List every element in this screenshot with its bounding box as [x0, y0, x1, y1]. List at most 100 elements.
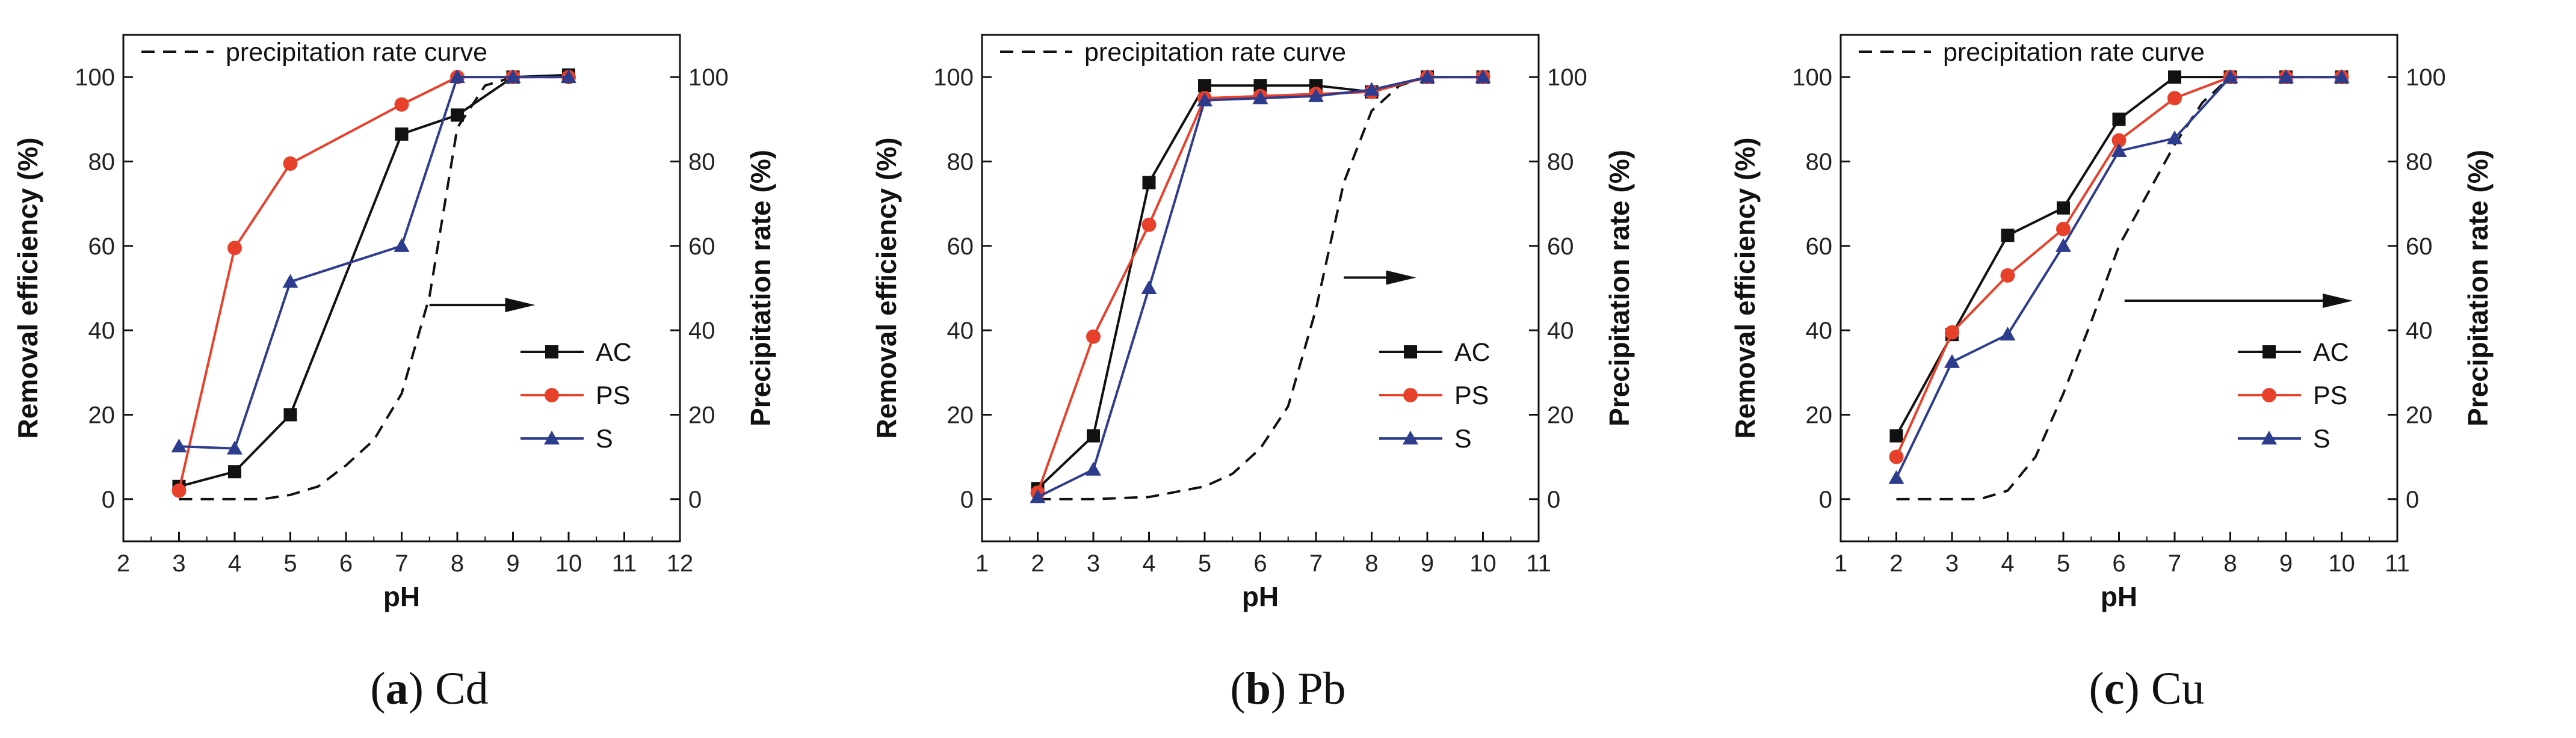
caption-b-letter: b — [1245, 663, 1271, 714]
p3-y2-tick-label-5: 100 — [2406, 64, 2446, 91]
p3-series-s-point-4 — [2111, 143, 2127, 157]
p3-y2-axis-title: Precipitation rate (%) — [2462, 150, 2494, 426]
p1-x-tick-label-0: 2 — [117, 550, 130, 577]
p2-series-s-point-7 — [1419, 69, 1435, 84]
p1-legend-ac-marker — [545, 345, 558, 358]
p3-legend-s-marker — [2261, 431, 2277, 444]
p1-series-ps-point-3 — [394, 97, 409, 112]
p1-precipitation-rate-curve — [179, 76, 569, 500]
p1-y2-tick-label-5: 100 — [688, 64, 729, 91]
p1-x-tick-label-4: 6 — [339, 550, 353, 577]
p2-series-s-point-2 — [1141, 280, 1157, 294]
caption-c-text: Cu — [2151, 663, 2205, 714]
p2-y-tick-label-2: 40 — [947, 318, 974, 344]
p1-y-tick-label-5: 100 — [75, 64, 115, 91]
p3-series-ac-point-2 — [2001, 229, 2015, 242]
p2-arrow-head — [1386, 270, 1416, 285]
caption-a-text: Cd — [434, 663, 489, 714]
p2-x-tick-label-5: 6 — [1253, 550, 1267, 577]
p1-series-ps-point-2 — [283, 156, 298, 171]
p1-legend-ps-marker — [545, 388, 559, 402]
p2-x-tick-label-2: 3 — [1087, 550, 1100, 577]
p2-legend-s-label: S — [1454, 425, 1472, 454]
p3-series-s-point-5 — [2167, 130, 2182, 144]
p1-series-ac-point-2 — [283, 408, 297, 422]
p3-series-ac-point-4 — [2112, 112, 2126, 126]
panel-a-cd: 2 3 4 5 6 7 8 9 10 11 12 0 20 40 60 80 100 0 20 40 60 80 100 pH… — [0, 0, 859, 738]
p2-y2-tick-label-0: 0 — [1547, 487, 1560, 513]
p1-series-s-line — [179, 76, 569, 450]
p2-series-s-point-8 — [1475, 69, 1491, 84]
p2-series-s-point-1 — [1086, 461, 1101, 476]
p3-series-s-point-1 — [1944, 354, 1960, 368]
p3-series-ac-point-5 — [2168, 70, 2181, 84]
p3-y-tick-label-0: 0 — [1819, 487, 1832, 513]
p2-x-tick-label-0: 1 — [975, 550, 989, 577]
p3-legend-s-label: S — [2313, 425, 2330, 454]
p3-series-ac-line — [1895, 76, 2342, 437]
p3-y-tick-label-3: 60 — [1806, 233, 1833, 260]
p3-x-axis-title: pH — [2101, 581, 2137, 612]
p3-x-tick-label-1: 2 — [1889, 550, 1903, 577]
p3-x-tick-label-10: 11 — [2385, 550, 2410, 577]
p1-y2-tick-label-2: 40 — [688, 318, 715, 344]
p2-y2-tick-label-4: 80 — [1547, 149, 1574, 176]
p1-legend-s-label: S — [596, 425, 613, 454]
p2-x-tick-label-3: 4 — [1142, 550, 1155, 577]
p2-y-axis-title: Removal efficiency (%) — [871, 137, 902, 438]
p3-y2-tick-label-3: 60 — [2406, 233, 2433, 260]
p1-series-ac-line — [178, 73, 569, 488]
caption-c-letter: c — [2104, 663, 2125, 714]
p2-x-axis-title: pH — [1242, 581, 1279, 612]
p3-y-tick-label-2: 40 — [1806, 318, 1833, 344]
p2-series-ps-point-1 — [1086, 329, 1101, 344]
p1-series-ps-point-0 — [171, 483, 187, 498]
p2-series-ps-point-2 — [1141, 217, 1157, 232]
p3-series-s-point-2 — [2000, 327, 2016, 341]
p3-y-tick-label-5: 100 — [1792, 64, 1832, 91]
p1-x-tick-label-2: 4 — [228, 550, 241, 577]
p1-legend-ac-label: AC — [596, 338, 632, 367]
p1-y-axis-title: Removal efficiency (%) — [12, 137, 43, 438]
p3-series-s-point-6 — [2222, 69, 2238, 84]
p3-series-ac-point-0 — [1889, 429, 1903, 443]
p2-y2-tick-label-5: 100 — [1547, 64, 1587, 91]
p3-series-ac-point-3 — [2057, 201, 2070, 215]
p1-x-tick-label-3: 5 — [283, 550, 297, 577]
chart-b-pb: 1 2 3 4 5 6 7 8 9 10 11 0 20 40 60 80 100 0 20 40 60 80 100 pH R… — [871, 34, 1635, 612]
p2-legend-ac-marker — [1404, 345, 1417, 358]
p3-series-ps-point-0 — [1889, 449, 1904, 464]
p3-x-tick-label-3: 4 — [2001, 550, 2014, 577]
p1-series-ps-point-1 — [227, 241, 242, 256]
p2-series-ac-point-4 — [1253, 79, 1267, 93]
p1-y-tick-label-0: 0 — [102, 487, 115, 513]
p3-legend-ac-marker — [2262, 345, 2276, 358]
p1-x-tick-label-10: 12 — [667, 550, 694, 577]
p3-series-ps-point-4 — [2111, 133, 2127, 148]
p2-series-ac-line — [1037, 76, 1483, 490]
p3-series-s-point-0 — [1888, 470, 1904, 484]
chart-a-cd: 2 3 4 5 6 7 8 9 10 11 12 0 20 40 60 80 100 0 20 40 60 80 100 pH… — [12, 34, 776, 612]
p3-x-tick-label-5: 6 — [2112, 550, 2125, 577]
p3-series-ps-point-1 — [1945, 325, 1959, 340]
p1-legend-s-marker — [544, 431, 560, 444]
p2-x-tick-label-4: 5 — [1198, 550, 1211, 577]
p1-series-ps-line — [178, 76, 569, 491]
p3-y2-tick-label-0: 0 — [2406, 487, 2419, 513]
p1-series-ac-point-1 — [228, 465, 241, 479]
p1-y2-tick-label-3: 60 — [688, 233, 715, 260]
p3-x-tick-label-6: 7 — [2168, 550, 2181, 577]
p1-series-ac-point-4 — [451, 108, 464, 122]
p2-series-ac-point-3 — [1198, 79, 1211, 93]
p3-series-s-point-3 — [2056, 238, 2071, 252]
p3-series-s-point-7 — [2278, 69, 2294, 84]
p2-legend-ac-label: AC — [1454, 338, 1490, 367]
p1-series-s-point-0 — [171, 438, 187, 453]
p3-legend-ac-label: AC — [2313, 338, 2349, 367]
caption-b-text: Pb — [1297, 663, 1346, 714]
p2-y-tick-label-5: 100 — [933, 64, 974, 91]
p2-y-tick-label-1: 20 — [947, 402, 974, 429]
p1-y2-tick-label-1: 20 — [688, 402, 715, 429]
p1-x-tick-label-1: 3 — [172, 550, 185, 577]
p2-y-tick-label-4: 80 — [947, 149, 974, 176]
